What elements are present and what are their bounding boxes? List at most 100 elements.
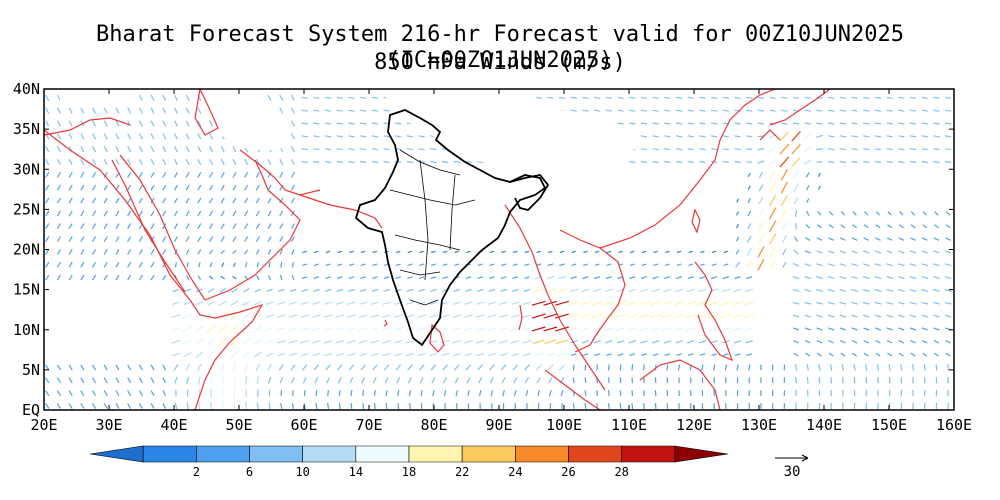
wind-vector xyxy=(301,148,308,151)
wind-vector xyxy=(150,133,155,140)
wind-vector xyxy=(138,158,143,166)
wind-vector xyxy=(556,288,568,293)
wind-vector xyxy=(687,96,694,99)
wind-vector xyxy=(115,210,120,217)
wind-vector xyxy=(185,171,190,178)
wind-vector xyxy=(862,263,870,267)
wind-vector xyxy=(231,287,238,293)
wind-vector xyxy=(301,364,308,371)
wind-vector xyxy=(56,120,61,127)
wind-vector xyxy=(781,96,788,99)
wind-vector xyxy=(358,340,368,344)
wind-vector xyxy=(886,263,893,267)
wind-vector xyxy=(45,197,50,204)
wind-vector xyxy=(279,210,284,217)
wind-vector xyxy=(475,340,485,344)
wind-vector xyxy=(197,236,202,243)
wind-vector xyxy=(208,171,214,178)
wind-vector xyxy=(513,390,517,397)
wind-vector xyxy=(663,340,672,344)
lat-tick-label: 5N xyxy=(22,361,40,379)
axis-ticks: 20E 30E 40E 50E 60E 70E 80E 90E 100E 110E 120E 130E… xyxy=(13,80,972,434)
wind-vector xyxy=(815,289,823,292)
wind-vector xyxy=(594,353,600,356)
wind-vector xyxy=(91,197,97,204)
lon-tick-label: 150E xyxy=(871,416,907,434)
wind-vector xyxy=(512,276,519,279)
wind-vector xyxy=(535,96,542,99)
wind-vector xyxy=(302,250,307,254)
wind-vector xyxy=(290,158,295,166)
wind-vector xyxy=(524,250,530,254)
wind-vector xyxy=(781,208,788,219)
wind-vector xyxy=(115,377,120,384)
wind-vector xyxy=(150,248,155,255)
wind-vector xyxy=(793,183,799,192)
wind-vector xyxy=(543,313,558,319)
wind-vector xyxy=(115,223,120,230)
wind-vector xyxy=(619,390,622,397)
wind-vector xyxy=(803,146,812,153)
wind-vector xyxy=(816,122,823,125)
wind-vector xyxy=(921,340,928,344)
wind-vector xyxy=(278,364,284,371)
wind-vector xyxy=(311,340,321,344)
lat-tick-label: 30N xyxy=(13,160,40,178)
malay-peninsula xyxy=(574,344,606,391)
wind-vector xyxy=(195,301,204,306)
wind-vector xyxy=(746,161,753,163)
wind-vector xyxy=(418,148,425,151)
wind-vector xyxy=(839,250,846,254)
wind-vector xyxy=(723,250,729,254)
wind-vector xyxy=(91,261,97,268)
wind-vector xyxy=(335,327,345,331)
wind-vector xyxy=(688,263,694,266)
wind-vector xyxy=(944,314,952,318)
wind-vector xyxy=(722,109,729,112)
wind-vector xyxy=(663,288,672,293)
wind-vector xyxy=(80,184,85,191)
wind-vector xyxy=(56,248,62,255)
wind-vector xyxy=(244,375,248,385)
wind-vector xyxy=(523,364,530,371)
wind-vector xyxy=(629,96,636,99)
wind-vector xyxy=(933,96,940,99)
wind-vector xyxy=(945,160,952,164)
wind-vector xyxy=(127,223,132,230)
wind-vector xyxy=(874,148,882,151)
wind-vector xyxy=(650,301,661,306)
wind-vector xyxy=(769,96,776,99)
colorbar-segment xyxy=(196,445,250,463)
wind-vector xyxy=(383,288,390,292)
wind-vector xyxy=(417,352,426,357)
wind-vector xyxy=(746,109,753,112)
wind-vector xyxy=(722,160,729,164)
wind-vector xyxy=(556,339,569,345)
wind-vector xyxy=(347,301,356,305)
wind-vector xyxy=(559,250,565,254)
wind-vector xyxy=(748,364,751,371)
wind-vector xyxy=(795,223,797,230)
wind-vector xyxy=(851,135,858,138)
wind-vector xyxy=(244,197,249,204)
wind-vector xyxy=(887,211,892,216)
wind-vector xyxy=(68,133,73,140)
wind-vector xyxy=(664,263,670,266)
colorbar-label: 28 xyxy=(614,465,628,479)
wind-vector xyxy=(522,340,532,344)
wind-vector xyxy=(348,148,355,151)
wind-vector xyxy=(267,171,272,178)
wind-vector xyxy=(687,276,694,280)
wind-vector xyxy=(279,274,283,281)
wind-vector xyxy=(464,314,473,318)
wind-vector xyxy=(138,210,143,217)
wind-vector xyxy=(596,364,599,371)
wind-vector xyxy=(827,289,835,292)
lon-tick-label: 90E xyxy=(485,416,512,434)
wind-vector xyxy=(710,340,718,344)
lon-tick-label: 60E xyxy=(290,416,317,434)
wind-vector xyxy=(300,327,310,331)
wind-vector xyxy=(56,390,62,397)
wind-vector xyxy=(255,249,260,255)
colorbar-segment xyxy=(142,445,197,463)
